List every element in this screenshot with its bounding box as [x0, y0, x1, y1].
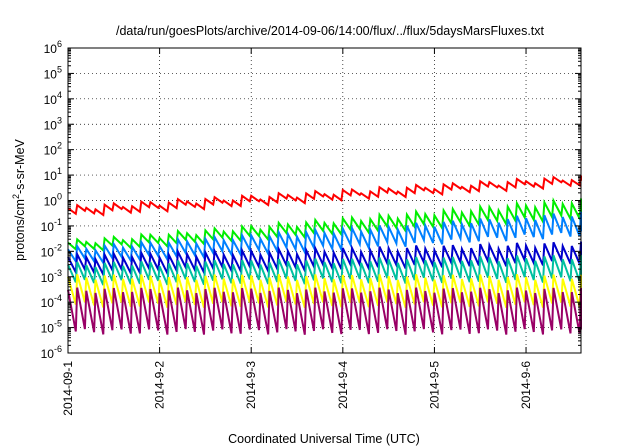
series-line: [67, 241, 582, 279]
y-tick-label: 10-5: [41, 319, 62, 336]
series-line: [67, 287, 582, 335]
x-tick-label: 2014-9-4: [336, 361, 350, 409]
series-group: [67, 175, 582, 335]
x-tick-labels: 2014-09-1 2014-9-2 2014-9-3 2014-9-4 2014-9-…: [61, 361, 533, 416]
x-axis-label: Coordinated Universal Time (UTC): [228, 432, 420, 446]
y-tick-label: 106: [44, 39, 62, 56]
series-line: [67, 211, 582, 267]
y-tick-label: 10-2: [41, 242, 62, 259]
y-tick-label: 100: [44, 192, 62, 209]
y-tick-label: 102: [44, 141, 62, 158]
y-tick-label: 10-4: [41, 293, 62, 310]
series-line: [67, 175, 582, 217]
series-line: [67, 254, 582, 286]
x-tick-label: 2014-9-2: [153, 361, 167, 409]
y-axis-label: protons/cm2-s-sr-MeV: [11, 138, 27, 260]
y-tick-label: 10-3: [41, 268, 62, 285]
y-tick-label: 105: [44, 64, 62, 81]
y-tick-labels: 10-6 10-5 10-4 10-3 10-2 10-1 100 101 102 103 104 1…: [41, 39, 62, 361]
x-tick-label: 2014-09-1: [61, 361, 75, 416]
series-line: [67, 274, 582, 309]
y-tick-label: 10-6: [41, 344, 62, 361]
series-line: [67, 197, 582, 253]
chart-title: /data/run/goesPlots/archive/2014-09-06/1…: [116, 24, 545, 38]
ticks: [67, 47, 581, 354]
x-tick-label: 2014-9-5: [427, 361, 441, 409]
x-tick-label: 2014-9-6: [519, 361, 533, 409]
x-tick-label: 2014-9-3: [244, 361, 258, 409]
y-tick-label: 103: [44, 115, 62, 132]
y-tick-label: 101: [44, 166, 62, 183]
y-tick-label: 104: [44, 90, 62, 107]
y-tick-label: 10-1: [41, 217, 62, 234]
